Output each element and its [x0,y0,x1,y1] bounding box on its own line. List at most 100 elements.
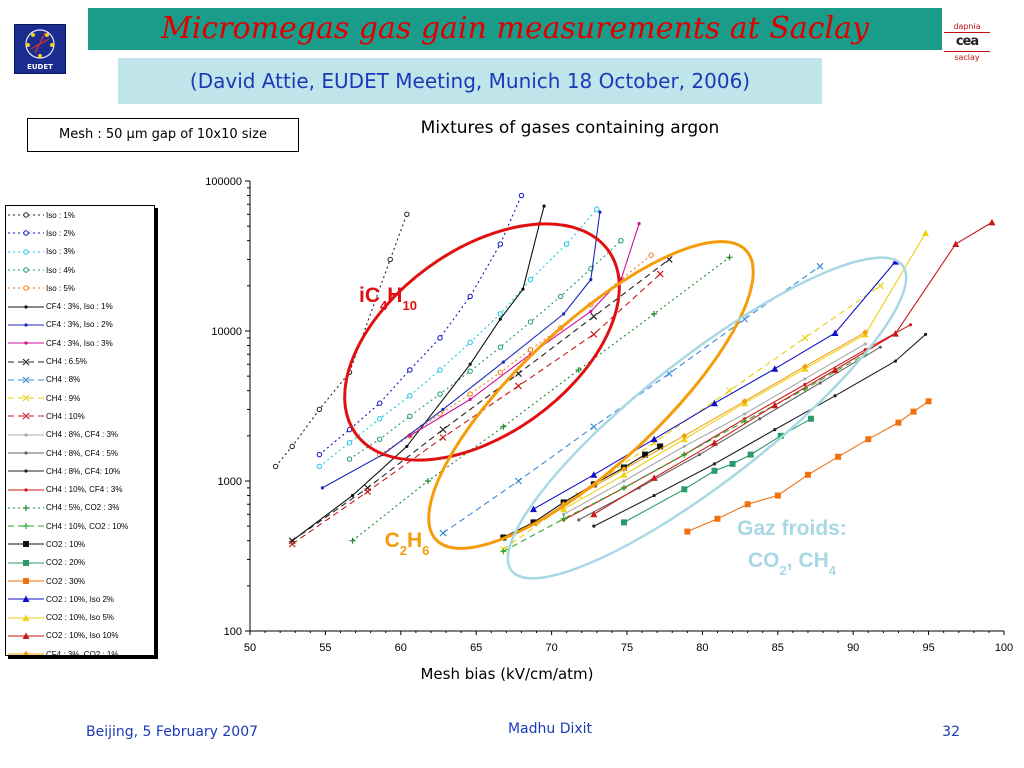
data-point [922,229,930,237]
data-point [500,423,507,430]
legend-label: CH4 : 8%, CF4: 10% [46,466,121,476]
data-point [467,293,473,300]
series-line [275,214,408,467]
data-point [320,486,324,490]
logo-text: EUDET [27,63,53,71]
legend-item: Iso : 4% [6,261,154,279]
data-point [497,369,504,376]
legend-swatch [8,249,44,255]
legend-swatch [8,469,44,473]
series-line [352,256,730,542]
anno-part: C [385,529,400,552]
anno-part: 6 [422,543,429,558]
data-point [637,221,641,226]
legend-swatch [8,614,44,621]
data-point [467,391,473,397]
data-point [923,332,928,336]
legend-marker [23,578,29,585]
anno-part: 4 [829,563,837,578]
legend-swatch [8,504,44,511]
data-point [289,443,295,450]
y-tick-label: 10000 [211,326,242,338]
data-point [498,317,502,321]
legend-swatch [8,451,44,455]
series-line [687,400,929,533]
x-tick-label: 80 [696,642,708,654]
data-point [682,444,686,449]
anno-part: CO [748,549,780,572]
data-point [726,387,733,395]
data-point [407,413,413,419]
data-point [952,240,960,248]
footer-author: Madhu Dixit [507,721,593,737]
data-point [405,444,409,449]
legend-label: CF4 : 3%, Iso : 3% [46,338,113,348]
data-point [467,339,473,346]
legend-swatch [8,433,44,437]
legend-swatch [8,323,44,327]
title-bar [88,8,942,50]
chart-legend: Iso : 1% Iso : 2% Iso : 3% Iso : 4% Iso : 5%… [5,205,155,656]
data-point [560,505,568,513]
legend-marker [23,249,29,255]
data-point [876,282,884,290]
legend-marker [24,341,28,345]
data-point [773,428,777,432]
data-point [681,486,688,493]
series-line [319,195,522,456]
data-point [437,391,443,397]
data-point [316,451,323,458]
series-line [563,343,866,515]
legend-marker [24,433,28,437]
data-point [891,330,899,337]
ic4h10-label: iC4H10 [359,284,417,313]
data-point [407,393,413,399]
data-point [803,377,807,381]
x-tick-label: 50 [244,642,256,654]
legend-label: CF4 : 3%, Iso : 1% [46,302,113,312]
cold-gas-label: Gaz froids: [737,517,847,540]
data-point [439,426,447,434]
data-point [862,329,869,336]
data-point [437,335,443,341]
series-6 [320,210,602,490]
series-14 [592,332,928,528]
data-point [527,319,534,325]
data-point [497,311,504,317]
data-point [501,360,505,364]
legend-swatch [8,212,44,218]
data-point [376,400,383,406]
legend-swatch [8,595,44,603]
data-point [893,359,898,363]
legend-label: CH4 : 10%, CF4 : 3% [46,485,123,495]
data-point [514,477,522,485]
data-point [743,412,747,416]
x-tick-label: 70 [545,642,557,654]
data-point [575,366,582,373]
data-point [744,501,751,508]
legend-marker [23,523,29,530]
legend-item: CH4 : 8%, CF4 : 5% [6,444,154,462]
data-point [500,548,507,555]
data-point [589,278,593,282]
data-point [710,399,718,407]
legend-item: Iso : 2% [6,224,154,242]
data-point [589,309,593,314]
data-point [590,471,598,478]
legend-item: CH4 : 8%, CF4 : 3% [6,426,154,444]
series-line [593,333,926,527]
data-point [650,474,658,481]
series-10 [499,282,884,553]
star-circle-icon [25,29,55,59]
anno-part: H [407,529,422,552]
legend-label: CH4 : 8%, CF4 : 3% [46,430,119,440]
data-point [804,471,811,478]
series-line [291,205,545,542]
legend-item: CO2 : 20% [6,554,154,572]
data-point [560,515,567,522]
legend-label: CH4 : 6.5% [46,357,87,367]
data-point [620,466,627,473]
legend-swatch [8,651,44,655]
legend-item: CO2 : 10%, Iso 5% [6,609,154,627]
legend-swatch [8,487,44,492]
